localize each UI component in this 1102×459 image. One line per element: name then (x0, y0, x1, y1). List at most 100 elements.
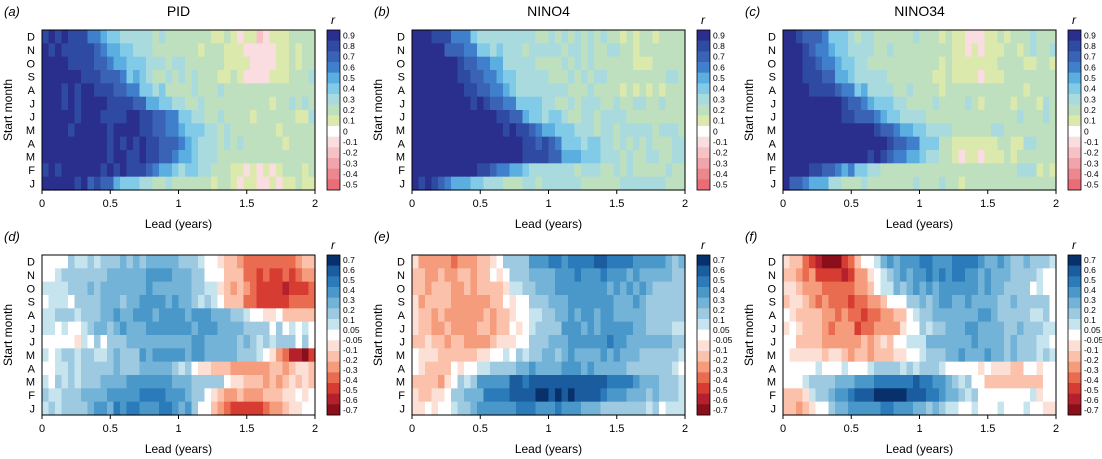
colorbar-swatch (697, 361, 710, 373)
heatmap-cell (302, 268, 310, 283)
heatmap-cell (587, 348, 595, 363)
y-tick-label: S (398, 297, 405, 309)
heatmap-cell (861, 43, 869, 58)
heatmap-cell (172, 136, 180, 151)
heatmap-cell (574, 401, 582, 416)
heatmap-cell (796, 136, 804, 151)
heatmap-cell (594, 295, 602, 309)
heatmap-cell (796, 255, 804, 269)
heatmap-cell (100, 348, 108, 363)
heatmap-cell (965, 30, 973, 44)
heatmap-cell (848, 83, 856, 98)
colorbar-tick-label: 0.7 (713, 255, 725, 265)
heatmap-cell (665, 388, 673, 403)
heatmap-cell (574, 30, 582, 44)
heatmap-cell (535, 388, 543, 403)
heatmap-cell (952, 308, 960, 323)
heatmap-cell (568, 96, 576, 111)
heatmap-cell (913, 30, 921, 44)
heatmap-cell (997, 295, 1005, 309)
heatmap-cell (139, 281, 147, 296)
heatmap-cell (438, 401, 446, 416)
heatmap-cell (230, 176, 238, 191)
heatmap-cell (991, 83, 999, 98)
heatmap-cell (809, 136, 817, 151)
heatmap-cell (796, 176, 804, 191)
heatmap-cell (185, 321, 193, 336)
heatmap-cell (822, 401, 830, 416)
colorbar-tick-label: -0.3 (343, 158, 358, 168)
heatmap-cell (900, 70, 908, 84)
heatmap-cell (178, 43, 186, 58)
heatmap-cell (815, 308, 823, 323)
heatmap-cell (893, 30, 901, 44)
heatmap-cell (841, 83, 849, 98)
heatmap-cell (230, 163, 238, 178)
heatmap-cell (1010, 30, 1018, 44)
heatmap-cell (991, 295, 999, 309)
heatmap-cell (542, 176, 550, 191)
heatmap-cell (587, 375, 595, 389)
heatmap-cell (217, 361, 225, 376)
heatmap-cell (55, 70, 63, 84)
heatmap-cell (548, 308, 556, 323)
panel-title: NINO4 (527, 3, 570, 19)
y-tick-label: J (400, 112, 406, 124)
heatmap-cell (48, 123, 56, 138)
heatmap-cell (984, 281, 992, 296)
heatmap-cell (204, 43, 212, 58)
heatmap-cell (587, 268, 595, 283)
heatmap-cell (431, 375, 439, 389)
heatmap-cell (971, 255, 979, 269)
heatmap-cell (581, 255, 589, 269)
heatmap-cell (100, 295, 108, 309)
heatmap-cell (1010, 255, 1018, 269)
heatmap-cell (665, 255, 673, 269)
heatmap-cell (198, 321, 206, 336)
heatmap-cell (887, 401, 895, 416)
heatmap-cell (620, 268, 628, 283)
heatmap-cell (874, 375, 882, 389)
heatmap-cell (945, 255, 953, 269)
heatmap-cell (815, 335, 823, 349)
y-tick-label: J (400, 98, 406, 110)
heatmap-cell (483, 30, 491, 44)
heatmap-cell (94, 348, 102, 363)
heatmap-cell (1036, 96, 1044, 111)
heatmap-cell (587, 150, 595, 164)
heatmap-cell (841, 321, 849, 336)
heatmap-cell (230, 56, 238, 71)
heatmap-cell (1004, 176, 1012, 191)
heatmap-cell (639, 136, 647, 151)
heatmap-cell (626, 361, 634, 376)
heatmap-cell (939, 150, 947, 164)
heatmap-cell (848, 110, 856, 124)
heatmap-cell (61, 30, 69, 44)
heatmap-cell (913, 176, 921, 191)
heatmap-cell (887, 308, 895, 323)
colorbar-swatch (697, 94, 710, 105)
heatmap-cell (828, 136, 836, 151)
heatmap-cell (887, 43, 895, 58)
heatmap-cell (412, 388, 420, 403)
heatmap-cell (503, 163, 511, 178)
heatmap-cell (243, 176, 251, 191)
heatmap-cell (185, 96, 193, 111)
heatmap-cell (295, 401, 303, 416)
heatmap-cell (568, 361, 576, 376)
heatmap-cell (659, 136, 667, 151)
heatmap-cell (87, 96, 95, 111)
heatmap-cell (880, 163, 888, 178)
heatmap-cell (282, 375, 290, 389)
heatmap-cell (880, 150, 888, 164)
colorbar-tick-label: 0.05 (343, 325, 360, 335)
heatmap-cell (574, 110, 582, 124)
heatmap-cell (861, 295, 869, 309)
heatmap-cell (900, 163, 908, 178)
heatmap-cell (1017, 123, 1025, 138)
heatmap-cell (919, 388, 927, 403)
heatmap-cell (678, 150, 686, 164)
heatmap-cell (522, 83, 530, 98)
heatmap-cell (997, 335, 1005, 349)
